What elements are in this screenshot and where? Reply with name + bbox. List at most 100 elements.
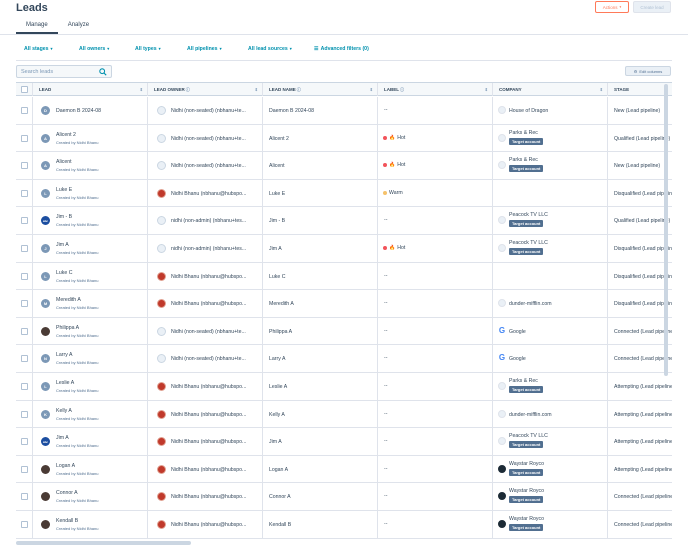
header-lead-name[interactable]: LEAD NAMEⓘ ⇕ (263, 83, 378, 96)
row-checkbox[interactable] (21, 189, 28, 197)
filter-label: All pipelines (187, 46, 218, 52)
table-row[interactable]: K Kelly A Created by Nidhi Bhanu Nidhi Bhan… (16, 400, 672, 429)
company-link[interactable]: Parks & Rec (509, 157, 538, 164)
lead-name-link[interactable]: Connor A (56, 490, 78, 497)
info-icon[interactable]: ⓘ (185, 87, 190, 92)
info-icon[interactable]: ⓘ (400, 87, 404, 92)
company-link[interactable]: Waystar Royco (509, 488, 544, 495)
table-row[interactable]: N Larry A Created by Nidhi Bhanu Nidhi (non… (16, 345, 672, 373)
company-link[interactable]: Peacock TV LLC (509, 212, 548, 219)
table-row[interactable]: abc Jim A Created by Nidhi Bhanu Nidhi Bhan… (16, 428, 672, 456)
header-label[interactable]: LABELⓘ ⇕ (378, 83, 493, 96)
company-link[interactable]: Google (509, 356, 526, 363)
advanced-filters-button[interactable]: ☰ Advanced filters (0) (314, 46, 369, 52)
company-logo-icon (498, 216, 506, 225)
company-link[interactable]: Peacock TV LLC (509, 433, 548, 440)
select-all-checkbox[interactable] (21, 86, 28, 93)
header-lead[interactable]: LEAD ⇕ (33, 83, 148, 96)
label-cell: -- (378, 373, 493, 400)
lead-name-link[interactable]: Leslie A (56, 380, 75, 386)
company-link[interactable]: dunder-mifflin.com (509, 301, 552, 308)
row-checkbox[interactable] (21, 327, 28, 335)
row-checkbox[interactable] (21, 438, 28, 446)
row-checkbox[interactable] (21, 383, 28, 390)
row-checkbox[interactable] (21, 521, 28, 528)
lead-name-link[interactable]: Kelly A (56, 407, 72, 414)
company-link[interactable]: Google (509, 328, 526, 335)
lead-name-cell: Larry A (263, 345, 378, 373)
company-link[interactable]: Parks & Rec (509, 378, 538, 384)
lead-name-link[interactable]: Daemon B 2024-08 (56, 108, 101, 114)
row-checkbox[interactable] (21, 410, 28, 418)
table-row[interactable]: A Alicent Created by Nidhi Bhanu Nidhi (non… (16, 152, 672, 180)
row-checkbox[interactable] (21, 465, 28, 473)
tab-manage[interactable]: Manage (16, 18, 58, 34)
row-checkbox[interactable] (21, 355, 28, 363)
edit-columns-button[interactable]: ⚙ Edit columns (625, 66, 671, 76)
create-lead-button[interactable]: Create lead (633, 1, 671, 13)
row-checkbox[interactable] (21, 107, 28, 114)
lead-name-link[interactable]: Jim A (56, 242, 69, 248)
table-row[interactable]: J Jim A Created by Nidhi Bhanu nidhi (non-a… (16, 235, 672, 263)
vertical-scrollbar[interactable] (664, 84, 668, 376)
lead-name-link[interactable]: Alicent (56, 159, 72, 166)
table-row[interactable]: Philippa A Created by Nidhi Bhanu Nidhi (n… (16, 317, 672, 346)
table-row[interactable]: Connor A Created by Nidhi Bhanu Nidhi Bhan… (16, 483, 672, 511)
filter-all-stages[interactable]: All stages ▾ (24, 46, 53, 52)
row-checkbox[interactable] (21, 217, 28, 225)
header-lead-owner[interactable]: LEAD OWNERⓘ ⇕ (148, 83, 263, 96)
search-icon[interactable] (99, 68, 107, 76)
lead-name-link[interactable]: Alicent 2 (56, 131, 76, 138)
table-row[interactable]: abc Jim - B Created by Nidhi Bhanu nidhi (n… (16, 207, 672, 235)
filter-all-owners[interactable]: All owners ▾ (79, 46, 109, 52)
lead-name-text: Logan A (269, 466, 289, 473)
sort-icon[interactable]: ⇕ (484, 87, 488, 92)
company-link[interactable]: dunder-mifflin.com (509, 411, 552, 418)
table-row[interactable]: L Luke E Created by Nidhi Bhanu Nidhi Bhanu… (16, 179, 672, 208)
table-row[interactable]: Logan A Created by Nidhi Bhanu Nidhi Bhanu… (16, 455, 672, 484)
table-row[interactable]: Kendall B Created by Nidhi Bhanu Nidhi Bha… (16, 511, 672, 539)
filter-all-lead-sources[interactable]: All lead sources ▾ (248, 46, 292, 52)
row-checkbox[interactable] (21, 300, 28, 308)
tab-analyze[interactable]: Analyze (67, 22, 90, 28)
horizontal-scrollbar[interactable] (16, 541, 191, 545)
company-link[interactable]: Parks & Rec (509, 129, 538, 136)
header-stage[interactable]: STAGE (608, 83, 672, 96)
lead-name-link[interactable]: Philippa A (56, 324, 80, 331)
filter-all-pipelines[interactable]: All pipelines ▾ (187, 46, 222, 52)
row-checkbox[interactable] (21, 272, 28, 280)
info-icon[interactable]: ⓘ (296, 87, 301, 92)
row-checkbox[interactable] (21, 134, 28, 142)
stage-cell: Qualified (Lead pipeline) (608, 207, 672, 234)
row-checkbox[interactable] (21, 245, 28, 252)
header-company[interactable]: COMPANY ⇕ (493, 83, 608, 96)
lead-name-link[interactable]: Luke C (56, 269, 73, 276)
lead-name-text: Luke E (269, 190, 286, 197)
actions-button[interactable]: Actions ▾ (595, 1, 629, 13)
company-link[interactable]: Waystar Royco (509, 516, 544, 522)
lead-name-link[interactable]: Meredith A (56, 297, 81, 304)
search-input[interactable] (21, 68, 97, 76)
lead-name-link[interactable]: Logan A (56, 462, 76, 469)
table-row[interactable]: D Daemon B 2024-08 Nidhi (non-seated) (nbh… (16, 97, 672, 125)
filter-all-types[interactable]: All types ▾ (135, 46, 161, 52)
lead-name-link[interactable]: Larry A (56, 352, 73, 359)
sort-icon[interactable]: ⇕ (139, 87, 143, 92)
company-link[interactable]: Waystar Royco (509, 460, 544, 467)
sort-icon[interactable]: ⇕ (254, 87, 258, 92)
table-row[interactable]: A Alicent 2 Created by Nidhi Bhanu Nidhi (n… (16, 124, 672, 153)
lead-name-link[interactable]: Jim A (56, 435, 69, 442)
lead-name-link[interactable]: Luke E (56, 186, 73, 193)
lead-name-link[interactable]: Jim - B (56, 214, 73, 221)
sort-icon[interactable]: ⇕ (369, 87, 373, 92)
owner-name: Nidhi Bhanu (nbhanu@hubspo... (171, 522, 247, 528)
company-link[interactable]: Peacock TV LLC (509, 240, 548, 246)
table-row[interactable]: M Meredith A Created by Nidhi Bhanu Nidhi B… (16, 290, 672, 318)
company-link[interactable]: House of Dragon (509, 108, 549, 114)
sort-icon[interactable]: ⇕ (599, 87, 603, 92)
table-row[interactable]: L Leslie A Created by Nidhi Bhanu Nidhi Bha… (16, 373, 672, 401)
row-checkbox[interactable] (21, 162, 28, 170)
lead-name-link[interactable]: Kendall B (56, 518, 79, 524)
table-row[interactable]: L Luke C Created by Nidhi Bhanu Nidhi Bhanu… (16, 262, 672, 291)
row-checkbox[interactable] (21, 493, 28, 501)
